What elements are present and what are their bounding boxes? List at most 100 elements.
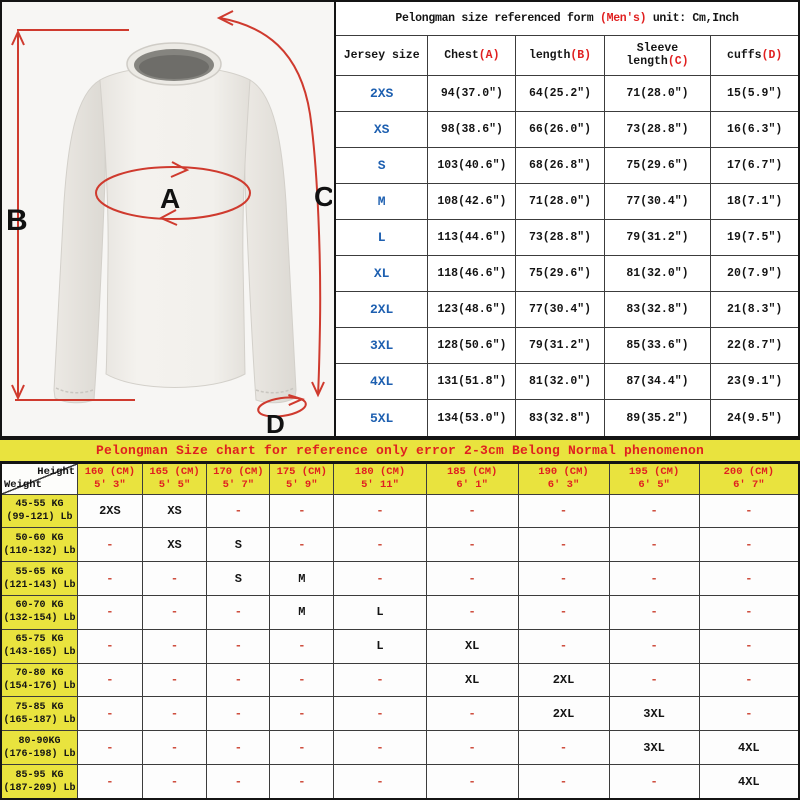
fit-cell: -	[77, 527, 143, 563]
column-label: length	[528, 48, 571, 62]
fit-cell: -	[77, 594, 143, 630]
jersey-size-cell: 4XL	[334, 363, 429, 401]
sleeve-value-cell: 71(28.0")	[603, 74, 712, 112]
height-column-header: 185 (CM) 6′ 1″	[425, 462, 519, 495]
size-table-row: 4XL 131(51.8") 81(32.0") 87(34.4") 23(9.1")	[334, 363, 800, 401]
fit-cell: -	[206, 764, 271, 800]
cuffs-value-cell: 19(7.5")	[710, 218, 800, 256]
fit-cell: 2XL	[517, 696, 610, 732]
fit-cell: -	[333, 662, 427, 698]
column-letter: (C)	[667, 55, 689, 68]
fit-cell: -	[517, 493, 610, 529]
height-column-header: 200 (CM) 6′ 7″	[698, 462, 800, 495]
fit-cell: XS	[141, 527, 208, 563]
weight-kg: 50-60 KG	[15, 532, 64, 544]
cuffs-value-cell: 16(6.3")	[710, 110, 800, 148]
fit-cell: -	[141, 696, 208, 732]
cuffs-value-cell: 22(8.7")	[710, 327, 800, 365]
weight-row-header: 70-80 KG (154-176) Lb	[0, 662, 79, 698]
arrow-down-icon	[311, 381, 325, 398]
weight-lb: (143-165) Lb	[3, 647, 76, 659]
column-label: Chest	[444, 48, 479, 62]
weight-kg: 60-70 KG	[15, 600, 64, 612]
arrow-right-icon	[288, 394, 305, 406]
title-unit: unit: Cm,Inch	[646, 11, 739, 25]
height-cm: 180 (CM)	[354, 465, 406, 478]
jersey-size-cell: XL	[334, 254, 429, 292]
chest-value-cell: 108(42.6")	[427, 182, 517, 220]
chest-value-cell: 118(46.6")	[427, 254, 517, 292]
size-table-column-header: Chest(A)	[427, 34, 517, 76]
size-table-column-header: length(B)	[515, 34, 605, 76]
fit-cell: -	[141, 662, 208, 698]
arrow-up-icon	[11, 29, 25, 46]
arrow-left-icon	[158, 209, 178, 226]
fit-cell: L	[333, 628, 427, 664]
height-cm: 165 (CM)	[149, 465, 200, 478]
fit-cell: -	[206, 493, 271, 529]
jersey-size-cell: 5XL	[334, 399, 429, 438]
fit-cell: -	[141, 561, 208, 596]
chest-a-ellipse	[95, 166, 251, 220]
cuffs-value-cell: 18(7.1")	[710, 182, 800, 220]
fit-table-row: 70-80 KG (154-176) Lb - - - - - XL 2XL - -	[0, 662, 800, 698]
jersey-size-cell: 3XL	[334, 327, 429, 365]
height-weight-corner-cell: Height Weight	[0, 462, 79, 495]
fit-cell: -	[269, 730, 335, 765]
cuff-d-ellipse	[257, 396, 307, 418]
jersey-size-cell: L	[334, 218, 429, 256]
label-d: D	[266, 409, 285, 436]
height-column-header: 180 (CM) 5′ 11″	[333, 462, 427, 495]
fit-cell: -	[608, 764, 700, 800]
size-table-row: 5XL 134(53.0") 83(32.8") 89(35.2") 24(9.5")	[334, 399, 800, 438]
shirt-measurement-diagram: A B C D	[0, 0, 334, 438]
height-column-header: 170 (CM) 5′ 7″	[206, 462, 271, 495]
collar-shadow	[139, 55, 209, 79]
mens-size-table: Pelongman size referenced form (Men's) u…	[334, 0, 800, 438]
chest-value-cell: 131(51.8")	[427, 363, 517, 401]
chest-value-cell: 94(37.0")	[427, 74, 517, 112]
left-sleeve	[53, 79, 106, 404]
length-value-cell: 66(26.0")	[515, 110, 605, 148]
jersey-size-cell: XS	[334, 110, 429, 148]
fit-cell: -	[425, 561, 519, 596]
fit-cell: -	[698, 628, 800, 664]
sleeve-value-cell: 83(32.8")	[603, 290, 712, 329]
weight-row-header: 50-60 KG (110-132) Lb	[0, 527, 79, 563]
chest-value-cell: 98(38.6")	[427, 110, 517, 148]
weight-lb: (110-132) Lb	[3, 545, 76, 557]
cuffs-value-cell: 15(5.9")	[710, 74, 800, 112]
column-letter: (A)	[478, 48, 500, 62]
sleeve-value-cell: 81(32.0")	[603, 254, 712, 292]
cuffs-value-cell: 20(7.9")	[710, 254, 800, 292]
right-sleeve	[244, 79, 297, 404]
sleeve-c-curve	[219, 17, 322, 395]
length-value-cell: 83(32.8")	[515, 399, 605, 438]
length-value-cell: 77(30.4")	[515, 290, 605, 329]
column-letter: (D)	[761, 48, 783, 62]
fit-cell: -	[333, 527, 427, 563]
fit-cell: -	[425, 594, 519, 630]
size-table-row: M 108(42.6") 71(28.0") 77(30.4") 18(7.1")	[334, 182, 800, 220]
size-table-row: 2XL 123(48.6") 77(30.4") 83(32.8") 21(8.3")	[334, 290, 800, 329]
size-table-row: 2XS 94(37.0") 64(25.2") 71(28.0") 15(5.9")	[334, 74, 800, 112]
fit-cell: -	[425, 730, 519, 765]
height-cm: 160 (CM)	[84, 465, 136, 478]
fit-cell: -	[698, 561, 800, 596]
chest-value-cell: 103(40.6")	[427, 146, 517, 184]
sleeve-value-cell: 85(33.6")	[603, 327, 712, 365]
weight-lb: (165-187) Lb	[3, 714, 76, 726]
jersey-size-cell: S	[334, 146, 429, 184]
fit-cell: XL	[425, 628, 519, 664]
height-column-header: 190 (CM) 6′ 3″	[517, 462, 610, 495]
fit-cell: M	[269, 594, 335, 630]
jersey-size-cell: 2XL	[334, 290, 429, 329]
fit-cell: 4XL	[698, 764, 800, 800]
fit-cell: XL	[425, 662, 519, 698]
chest-value-cell: 123(48.6")	[427, 290, 517, 329]
height-cm: 190 (CM)	[538, 465, 589, 478]
fit-cell: -	[608, 561, 700, 596]
fit-table-row: 75-85 KG (165-187) Lb - - - - - -2XL 3XL -	[0, 696, 800, 732]
fit-table-row: 55-65 KG (121-143) Lb - - S M - - - - -	[0, 561, 800, 596]
